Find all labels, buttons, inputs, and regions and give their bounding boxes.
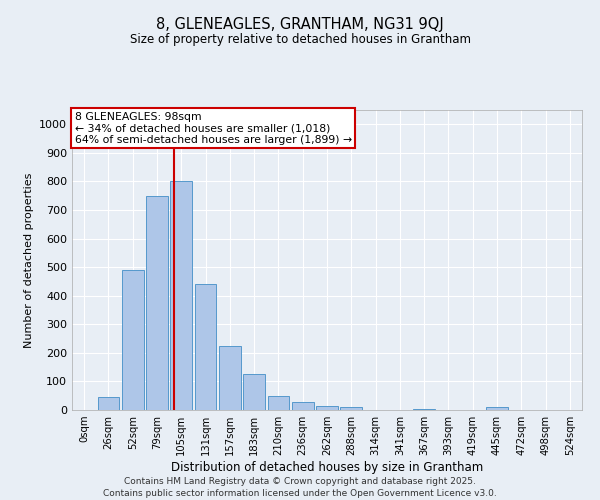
Bar (194, 284, 217, 410)
Text: 8 GLENEAGLES: 98sqm
← 34% of detached houses are smaller (1,018)
64% of semi-det: 8 GLENEAGLES: 98sqm ← 34% of detached ho… (74, 112, 352, 144)
Bar (219, 346, 241, 410)
Bar (243, 374, 265, 410)
X-axis label: Distribution of detached houses by size in Grantham: Distribution of detached houses by size … (171, 461, 483, 474)
Bar (170, 182, 192, 410)
Bar (268, 396, 289, 410)
Bar (146, 196, 168, 410)
Bar (292, 402, 314, 410)
Bar (122, 270, 143, 410)
Text: Contains public sector information licensed under the Open Government Licence v3: Contains public sector information licen… (103, 489, 497, 498)
Bar (413, 408, 435, 410)
Text: Contains HM Land Registry data © Crown copyright and database right 2025.: Contains HM Land Registry data © Crown c… (124, 478, 476, 486)
Bar (316, 406, 338, 410)
Bar (340, 407, 362, 410)
Bar (486, 407, 508, 410)
Bar (97, 397, 119, 410)
Y-axis label: Number of detached properties: Number of detached properties (23, 172, 34, 348)
Text: 8, GLENEAGLES, GRANTHAM, NG31 9QJ: 8, GLENEAGLES, GRANTHAM, NG31 9QJ (156, 18, 444, 32)
Text: Size of property relative to detached houses in Grantham: Size of property relative to detached ho… (130, 32, 470, 46)
